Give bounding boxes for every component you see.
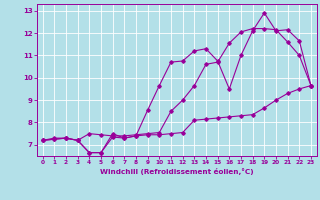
X-axis label: Windchill (Refroidissement éolien,°C): Windchill (Refroidissement éolien,°C) bbox=[100, 168, 254, 175]
